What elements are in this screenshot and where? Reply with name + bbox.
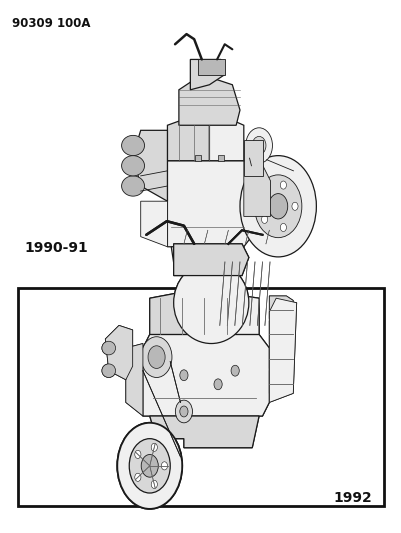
Circle shape bbox=[151, 443, 157, 451]
Circle shape bbox=[151, 480, 157, 488]
Ellipse shape bbox=[101, 364, 115, 377]
Circle shape bbox=[279, 181, 286, 189]
Polygon shape bbox=[190, 59, 224, 90]
Polygon shape bbox=[167, 161, 251, 247]
Circle shape bbox=[148, 346, 165, 368]
Polygon shape bbox=[269, 296, 293, 319]
Ellipse shape bbox=[122, 135, 144, 156]
Circle shape bbox=[151, 480, 157, 488]
Polygon shape bbox=[105, 325, 132, 379]
Ellipse shape bbox=[101, 341, 115, 355]
Circle shape bbox=[179, 370, 188, 381]
Circle shape bbox=[175, 400, 192, 423]
Polygon shape bbox=[149, 416, 259, 448]
Ellipse shape bbox=[101, 341, 115, 355]
Circle shape bbox=[129, 439, 170, 493]
Polygon shape bbox=[269, 346, 293, 368]
Polygon shape bbox=[197, 289, 259, 335]
Circle shape bbox=[279, 223, 286, 231]
Circle shape bbox=[161, 462, 167, 470]
Polygon shape bbox=[167, 110, 209, 161]
Ellipse shape bbox=[101, 364, 115, 377]
Circle shape bbox=[141, 455, 158, 477]
Circle shape bbox=[231, 365, 239, 376]
Polygon shape bbox=[171, 247, 243, 272]
Bar bbox=[217, 155, 223, 161]
Ellipse shape bbox=[173, 262, 248, 343]
Polygon shape bbox=[140, 201, 167, 247]
Polygon shape bbox=[198, 59, 224, 75]
Polygon shape bbox=[197, 289, 259, 335]
Polygon shape bbox=[126, 343, 143, 416]
Circle shape bbox=[261, 215, 267, 223]
Circle shape bbox=[261, 189, 267, 197]
Circle shape bbox=[175, 400, 192, 423]
Text: 1992: 1992 bbox=[333, 491, 371, 505]
Circle shape bbox=[117, 423, 182, 509]
Ellipse shape bbox=[173, 262, 248, 343]
Polygon shape bbox=[126, 343, 143, 416]
Ellipse shape bbox=[122, 156, 144, 176]
Circle shape bbox=[161, 462, 167, 470]
Polygon shape bbox=[149, 289, 197, 335]
Circle shape bbox=[117, 423, 182, 509]
Polygon shape bbox=[143, 335, 269, 416]
Polygon shape bbox=[173, 244, 248, 276]
Polygon shape bbox=[209, 110, 243, 161]
Polygon shape bbox=[143, 335, 269, 416]
Bar bbox=[18, 288, 383, 506]
Circle shape bbox=[179, 370, 188, 381]
Text: 1990-91: 1990-91 bbox=[24, 241, 88, 255]
Ellipse shape bbox=[122, 176, 144, 196]
Circle shape bbox=[179, 406, 188, 417]
Circle shape bbox=[213, 379, 222, 390]
Circle shape bbox=[268, 193, 287, 219]
Bar bbox=[194, 155, 200, 161]
Circle shape bbox=[141, 455, 158, 477]
Circle shape bbox=[239, 156, 316, 257]
Polygon shape bbox=[178, 75, 239, 125]
Text: 90309 100A: 90309 100A bbox=[12, 18, 90, 30]
Circle shape bbox=[291, 202, 297, 211]
Circle shape bbox=[254, 175, 301, 238]
Polygon shape bbox=[173, 244, 248, 276]
Circle shape bbox=[129, 439, 170, 493]
Circle shape bbox=[134, 450, 141, 458]
Polygon shape bbox=[269, 296, 293, 319]
Polygon shape bbox=[133, 130, 167, 201]
Polygon shape bbox=[269, 346, 293, 368]
Circle shape bbox=[213, 379, 222, 390]
Polygon shape bbox=[243, 161, 270, 216]
Circle shape bbox=[231, 365, 239, 376]
Polygon shape bbox=[269, 371, 293, 393]
Polygon shape bbox=[269, 371, 293, 393]
Polygon shape bbox=[243, 140, 262, 176]
Polygon shape bbox=[149, 289, 197, 335]
Circle shape bbox=[245, 128, 272, 163]
Circle shape bbox=[148, 346, 165, 368]
Polygon shape bbox=[269, 298, 296, 402]
Circle shape bbox=[141, 337, 172, 377]
Circle shape bbox=[151, 443, 157, 451]
Circle shape bbox=[134, 473, 141, 481]
Circle shape bbox=[251, 136, 265, 155]
Circle shape bbox=[134, 473, 141, 481]
Polygon shape bbox=[105, 325, 132, 379]
Polygon shape bbox=[149, 416, 259, 448]
Polygon shape bbox=[269, 321, 293, 343]
Polygon shape bbox=[269, 321, 293, 343]
Polygon shape bbox=[269, 298, 296, 402]
Circle shape bbox=[141, 337, 172, 377]
Circle shape bbox=[179, 406, 188, 417]
Circle shape bbox=[134, 450, 141, 458]
